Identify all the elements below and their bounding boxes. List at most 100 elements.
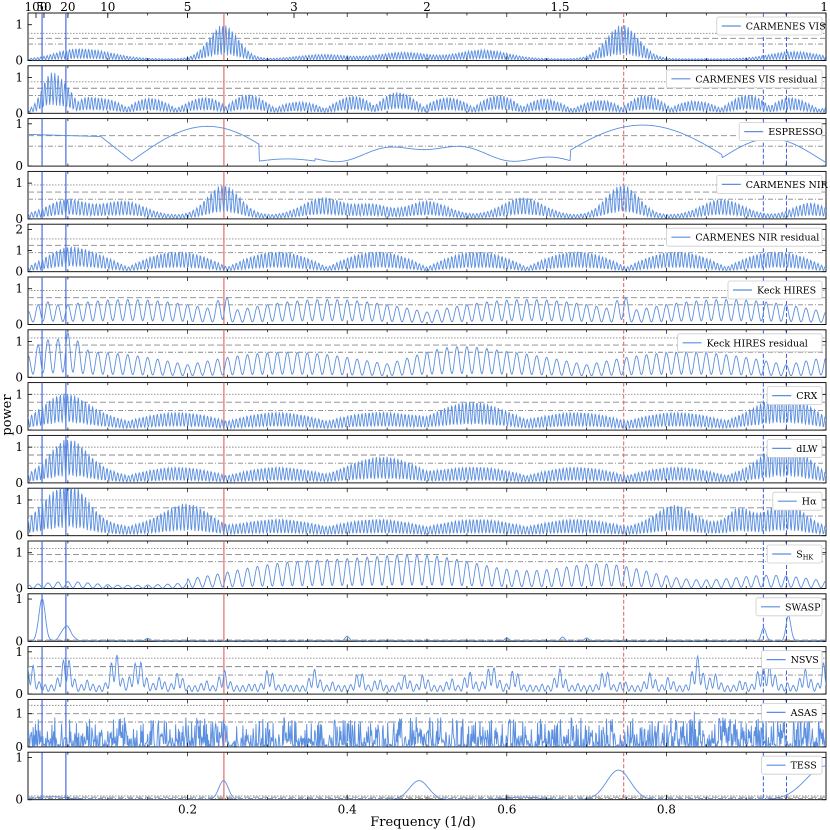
y-tick-label: 1 — [15, 387, 23, 401]
panel-vis-res: 0 1 CARMENES VIS residual — [15, 65, 827, 120]
periodogram-line — [28, 765, 826, 800]
top-tick-label: 20 — [60, 0, 75, 14]
legend-label: CARMENES VIS residual — [695, 74, 817, 85]
y-axis-label: power — [0, 394, 15, 436]
periodogram-line — [28, 331, 826, 377]
legend-box — [761, 755, 823, 775]
legend-crx: CRX — [766, 386, 823, 406]
panel-frame — [27, 751, 827, 801]
legend-dlw: dLW — [766, 438, 823, 458]
legend-espresso: ESPRESSO — [738, 122, 823, 141]
y-tick-label: 0 — [15, 423, 23, 437]
panel-plot-area — [28, 382, 826, 431]
legend-box — [766, 438, 823, 458]
legend-label: CARMENES VIS — [746, 22, 826, 33]
panel-shk: 0 1 SHK — [15, 540, 827, 596]
periodogram-line — [28, 711, 826, 747]
legend-hires-res: Keck HIRES residual — [677, 333, 823, 353]
periodogram-line — [28, 185, 826, 219]
legend-box — [716, 16, 823, 36]
periodogram-line — [28, 654, 826, 693]
top-tick-label: 100 — [25, 0, 48, 14]
y-tick-label: 0 — [15, 106, 23, 120]
legend-box — [755, 597, 823, 617]
legend-box — [761, 650, 823, 669]
panel-plot-area — [28, 118, 826, 167]
panel-swasp: 0 1 SWASP — [15, 592, 827, 648]
periodogram-line — [28, 597, 826, 642]
top-tick-label: 50 — [36, 0, 51, 14]
periodogram-line — [28, 245, 826, 272]
y-tick-label: 0 — [15, 476, 23, 490]
y-tick-label: 1 — [15, 244, 23, 258]
legend-nir: CARMENES NIR — [716, 174, 829, 194]
y-tick-label: 0 — [15, 212, 23, 226]
legend-hires: Keck HIRES — [727, 280, 823, 300]
top-tick-label: 10 — [100, 0, 115, 14]
legend-box — [738, 122, 823, 141]
legend-box — [766, 386, 823, 406]
legend-nsvs: NSVS — [761, 650, 823, 669]
top-tick-label: 5 — [184, 0, 192, 14]
panel-plot-area — [28, 646, 826, 695]
y-tick-label: 0 — [15, 159, 23, 173]
top-tick-label: 3 — [290, 0, 298, 14]
y-tick-label: 0 — [15, 740, 23, 754]
panel-plot-area — [28, 277, 826, 325]
y-tick-label: 1 — [15, 117, 23, 131]
periodogram-line — [28, 72, 826, 114]
panel-plot-area — [28, 435, 826, 483]
y-tick-label: 0 — [15, 54, 23, 68]
legend-label: TESS — [791, 761, 817, 772]
panel-vis: 0 1 CARMENES VIS — [15, 12, 827, 68]
legend-label: dLW — [796, 444, 818, 455]
panel-plot-area — [28, 65, 826, 114]
top-tick-label: 1.5 — [550, 0, 569, 14]
top-tick-label: 1 — [820, 0, 828, 14]
top-tick-label: 2 — [423, 0, 431, 14]
panel-frame — [27, 646, 827, 695]
y-tick-label: 1 — [15, 18, 23, 32]
panel-plot-area — [28, 329, 826, 378]
legend-box — [766, 544, 823, 564]
legend-label: SWASP — [785, 602, 821, 613]
legend-label: Keck HIRES residual — [707, 338, 808, 349]
y-tick-label: 2 — [15, 222, 23, 236]
legend-box — [666, 69, 823, 89]
periodogram-line — [28, 25, 826, 61]
legend-label: CRX — [796, 391, 817, 402]
y-tick-label: 0 — [15, 687, 23, 701]
legend-label-subscript: HK — [803, 554, 814, 562]
panel-espresso: 0 1 ESPRESSO — [15, 117, 827, 173]
y-tick-label: 0 — [15, 265, 23, 279]
y-tick-label: 1 — [15, 440, 23, 454]
y-tick-label: 0 — [15, 793, 23, 807]
panel-plot-area — [28, 224, 826, 272]
y-tick-label: 1 — [15, 176, 23, 190]
panel-plot-area — [28, 593, 826, 642]
panel-frame — [27, 118, 827, 167]
x-axis-label: Frequency (1/d) — [370, 815, 476, 830]
legend-box — [677, 333, 823, 353]
y-tick-label: 0 — [15, 529, 23, 543]
legend-box — [761, 703, 823, 722]
legend-label-main: S — [796, 550, 803, 561]
y-tick-label: 0 — [15, 634, 23, 648]
y-tick-label: 1 — [15, 750, 23, 764]
y-tick-label: 1 — [15, 707, 23, 721]
panel-plot-area — [28, 541, 826, 589]
legend-swasp: SWASP — [755, 597, 823, 617]
y-tick-label: 1 — [15, 282, 23, 296]
x-tick-label: 0.8 — [657, 803, 676, 817]
legend-label: ESPRESSO — [768, 127, 823, 138]
panel-asas: 0 1 ASAS — [15, 698, 827, 754]
y-tick-label: 1 — [15, 493, 23, 507]
panel-plot-area — [28, 13, 826, 61]
y-tick-label: 1 — [15, 335, 23, 349]
legend-label: CARMENES NIR — [746, 180, 829, 191]
periodogram-line — [28, 296, 826, 323]
periodogram-line — [28, 439, 826, 483]
periodogram-line — [28, 124, 826, 163]
